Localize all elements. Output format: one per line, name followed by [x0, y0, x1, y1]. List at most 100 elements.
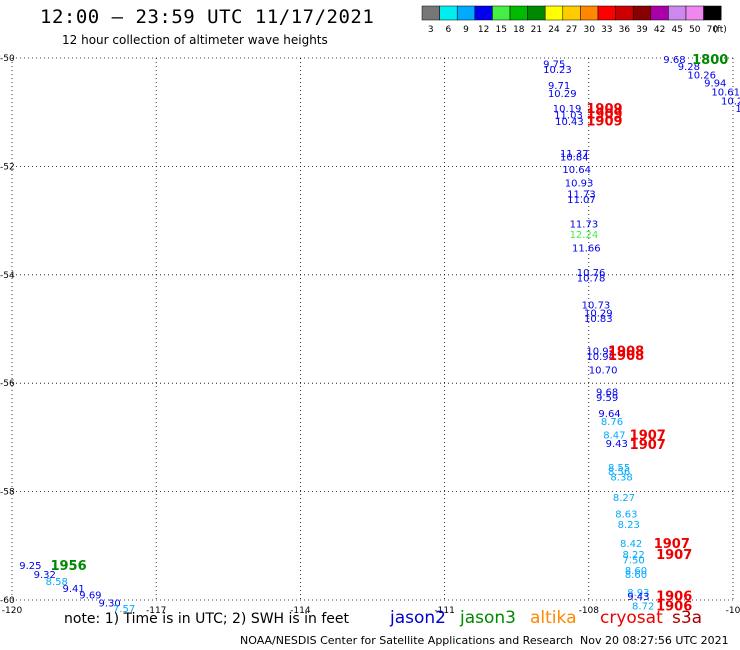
satellite-label: altika	[530, 608, 577, 628]
swh-value: 8.27	[613, 493, 635, 504]
credit-line: NOAA/NESDIS Center for Satellite Applica…	[240, 634, 574, 647]
swh-value: 8.60	[625, 566, 647, 577]
legend-label: 21	[531, 25, 542, 35]
swh-value: 10.61	[711, 88, 740, 99]
legend-swatch	[421, 5, 440, 21]
chart-grid	[11, 57, 734, 601]
swh-value: 10.70	[589, 366, 618, 377]
swh-value: 10.64	[562, 165, 591, 176]
y-tick-label: -60	[0, 596, 15, 606]
swh-value: 10.76	[577, 268, 606, 279]
legend-label: 45	[671, 25, 682, 35]
color-legend: 3 6 9 12 15 18 21 24 27 30 33 36 39 42 45 50 70(ft)	[421, 5, 727, 35]
swh-value: 9.30	[99, 599, 121, 610]
time-label: 1956	[50, 559, 86, 574]
swh-value: 10.84	[560, 153, 589, 164]
legend-swatch	[685, 5, 704, 21]
legend-swatch	[632, 5, 652, 21]
swh-value: 9.69	[79, 591, 101, 602]
swh-value: 9.28	[678, 62, 700, 73]
swh-value: 7.50	[622, 555, 644, 566]
swh-value: 11.66	[572, 244, 601, 255]
swh-value: 9.68	[663, 55, 685, 66]
swh-value: 11.73	[567, 190, 596, 201]
swh-value: 8.47	[603, 431, 625, 442]
swh-value: 10.94	[586, 352, 615, 363]
time-label: 1907	[656, 548, 692, 563]
swh-value: 7.57	[113, 604, 135, 615]
x-tick-label: -114	[290, 606, 311, 616]
legend-label: 15	[495, 25, 506, 35]
x-tick-label: -111	[434, 606, 454, 616]
time-label: 1908	[608, 349, 644, 364]
legend-label: 36	[619, 25, 631, 35]
swh-value: 8.38	[610, 472, 632, 483]
swh-value: 9.43	[627, 592, 649, 603]
swh-value: 10.23	[543, 65, 572, 76]
legend-swatch	[597, 5, 616, 21]
swh-value: 10.73	[582, 301, 611, 312]
time-label: 1906	[656, 590, 692, 605]
swh-value: 8.23	[618, 520, 640, 531]
x-tick-label: -108	[579, 606, 600, 616]
swh-value: 8.56	[608, 467, 630, 478]
time-label: 1908	[608, 345, 644, 360]
legend-unit: (ft)	[713, 25, 727, 35]
swh-value: 8.93	[627, 588, 649, 599]
legend-label: 9	[463, 25, 469, 35]
time-label: 1909	[586, 107, 622, 122]
legend-swatch	[580, 5, 599, 21]
legend-label: 24	[548, 25, 560, 35]
y-tick-label: -50	[0, 54, 15, 64]
chart-axes: -120 -117 -114 -111 -108 -10 -50 -52 -54 -56 -58 -6…	[0, 54, 740, 616]
swh-value: 9.75	[543, 59, 565, 70]
legend-label: 12	[478, 25, 489, 35]
legend-label: 50	[689, 25, 701, 35]
swh-value: 9.64	[598, 409, 620, 420]
generated-timestamp: Nov 20 08:27:56 UTC 2021	[580, 634, 729, 647]
swh-value: 9.32	[34, 570, 56, 581]
swh-points: 9.7510.239.7110.2910.1911.0310.4311.3710…	[19, 55, 740, 615]
swh-value: 8.58	[46, 577, 68, 588]
legend-label: 70	[707, 25, 719, 35]
time-labels: 1909190919091908190819071907190719071906…	[50, 53, 728, 614]
footer-note: note: 1) Time is in UTC; 2) SWH is in fe…	[64, 611, 350, 627]
legend-swatch	[456, 5, 476, 21]
swh-value: 8.60	[625, 570, 647, 581]
legend-swatch	[668, 5, 687, 21]
x-tick-label: -120	[2, 606, 23, 616]
swh-value: 10.93	[565, 179, 594, 190]
swh-value: 9.59	[596, 393, 618, 404]
time-label: 1907	[630, 429, 666, 444]
legend-swatch	[474, 5, 493, 21]
swh-value: 8.63	[615, 509, 637, 520]
page-title: 12:00 – 23:59 UTC 11/17/2021	[40, 6, 375, 28]
legend-label: 30	[583, 25, 595, 35]
swh-value: 10.83	[584, 314, 613, 325]
swh-value: 10.19	[553, 104, 582, 115]
legend-label: 42	[654, 25, 665, 35]
legend-swatch	[509, 5, 528, 21]
time-label: 1907	[654, 537, 690, 552]
swh-value: 10.29	[584, 309, 613, 320]
x-tick-label: -10	[726, 606, 740, 616]
legend-label: 39	[636, 25, 648, 35]
legend-label: 33	[601, 25, 612, 35]
swh-value: 9.94	[704, 78, 726, 89]
legend-swatch	[492, 5, 511, 21]
swh-value: 8.55	[608, 463, 630, 474]
satellite-label: jason3	[460, 608, 516, 628]
swh-value: 9.41	[62, 584, 84, 595]
y-tick-label: -54	[0, 271, 15, 281]
swh-value: 10.92	[586, 347, 615, 358]
swh-value: 9.71	[548, 81, 570, 92]
swh-value: 10.29	[548, 89, 577, 100]
y-tick-label: -58	[0, 488, 15, 498]
legend-label: 18	[513, 25, 525, 35]
swh-value: 10.26	[687, 70, 716, 81]
swh-value: 11.03	[554, 110, 583, 121]
y-tick-label: -56	[0, 379, 15, 389]
y-tick-label: -52	[0, 162, 15, 172]
